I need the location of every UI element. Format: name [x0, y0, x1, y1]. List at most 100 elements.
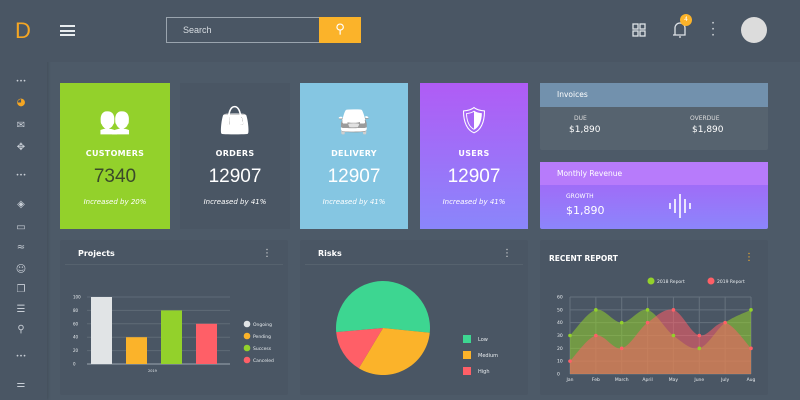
- stat-subtext: Increased by 41%: [203, 198, 267, 206]
- more-vertical-icon[interactable]: · · ·: [711, 16, 715, 42]
- due-label: DUE: [574, 115, 587, 122]
- stat-title: ORDERS: [215, 149, 255, 158]
- stat-title: DELIVERY: [331, 149, 377, 158]
- search-icon: ⚲: [335, 22, 345, 37]
- stat-value: 12907: [208, 166, 262, 187]
- data-point: [671, 333, 676, 338]
- mail-icon[interactable]: ✉: [16, 120, 26, 131]
- x-tick-label: July: [720, 377, 729, 383]
- menu-icon[interactable]: [60, 25, 75, 36]
- legend-dot: [707, 277, 715, 285]
- sound-wave-icon: [669, 194, 691, 218]
- legend-swatch: [463, 335, 471, 343]
- legend-label: Ongoing: [253, 322, 272, 328]
- data-point: [723, 320, 727, 325]
- users-icon: 👥: [98, 106, 132, 136]
- more-icon[interactable]: •••: [15, 172, 27, 179]
- invoices-card: Invoices DUE $1,890 OVERDUE $1,890: [540, 83, 768, 150]
- pie-slice-low: [336, 281, 430, 333]
- x-tick-label: Aug: [747, 377, 756, 383]
- recent-report-title: RECENT REPORT: [549, 254, 618, 263]
- stat-value: 12907: [447, 166, 501, 187]
- data-point: [749, 346, 753, 351]
- list-icon[interactable]: ☰: [16, 304, 26, 315]
- stat-value: 7340: [93, 166, 137, 187]
- legend-label: High: [478, 369, 490, 375]
- pie-slice-medium: [358, 328, 430, 375]
- copy-icon[interactable]: ❐: [16, 284, 26, 295]
- stat-card-orders[interactable]: 👜 ORDERS 12907 Increased by 41%: [180, 83, 290, 229]
- risks-panel: Risks ⋮ Low Medium High: [300, 240, 528, 395]
- more-vertical-icon[interactable]: ⋮: [262, 248, 272, 259]
- settings-sliders-icon[interactable]: ⚌: [16, 379, 26, 390]
- stat-title: CUSTOMERS: [85, 149, 145, 158]
- y-tick-label: 30: [557, 333, 563, 339]
- stat-title: USERS: [458, 149, 490, 158]
- more-icon[interactable]: •••: [15, 353, 27, 360]
- legend-dot: [243, 356, 251, 364]
- smile-icon[interactable]: ☺: [15, 264, 27, 275]
- stat-card-delivery[interactable]: 🚘 DELIVERY 12907 Increased by 41%: [300, 83, 408, 229]
- gamepad-icon[interactable]: ✥: [16, 142, 26, 153]
- more-vertical-icon[interactable]: ⋮: [744, 252, 754, 263]
- apps-grid-icon[interactable]: [632, 23, 646, 37]
- car-icon: 🚘: [337, 106, 371, 136]
- overdue-value: $1,890: [692, 125, 724, 135]
- chart-icon[interactable]: ≈: [16, 242, 26, 253]
- stat-card-customers[interactable]: 👥 CUSTOMERS 7340 Increased by 20%: [60, 83, 170, 229]
- y-tick-label: 20: [557, 346, 563, 352]
- data-point: [594, 333, 598, 338]
- y-tick-label: 60: [73, 321, 79, 326]
- stat-card-users[interactable]: 🛡 USERS 12907 Increased by 41%: [420, 83, 528, 229]
- risks-pie-chart: Low Medium High: [336, 281, 498, 375]
- calendar-icon[interactable]: ▭: [16, 222, 26, 233]
- legend-dot: [243, 332, 251, 340]
- y-tick-label: 100: [73, 295, 81, 300]
- y-tick-label: 80: [73, 308, 79, 313]
- legend-label: Low: [478, 337, 488, 343]
- search-button[interactable]: ⚲: [319, 17, 361, 43]
- legend-dot: [243, 344, 251, 352]
- more-icon[interactable]: •••: [15, 78, 27, 85]
- growth-value: $1,890: [566, 204, 605, 217]
- pie-slice-high: [336, 328, 383, 369]
- notification-badge: 4: [680, 14, 692, 26]
- data-point: [645, 320, 650, 325]
- stat-subtext: Increased by 41%: [442, 198, 506, 206]
- data-point: [749, 308, 753, 312]
- revenue-title: Monthly Revenue: [540, 162, 768, 185]
- y-tick-label: 60: [557, 295, 563, 301]
- x-tick-label: Jan: [566, 377, 574, 383]
- shield-check-icon: 🛡: [457, 106, 491, 136]
- y-tick-label: 0: [557, 372, 560, 378]
- bar-success: [161, 310, 182, 364]
- location-icon[interactable]: ⚲: [17, 324, 25, 335]
- legend-label: Medium: [478, 353, 498, 359]
- data-point: [619, 320, 624, 325]
- y-tick-label: 20: [73, 348, 79, 353]
- legend-label: Canceled: [253, 358, 274, 364]
- stat-subtext: Increased by 41%: [322, 198, 386, 206]
- sidebar: D ••• ◕ ✉ ✥ ••• ◈ ▭ ≈ ☺ ❐ ☰ ⚲ ••• ⚌: [0, 0, 47, 400]
- legend-label: 2018 Report: [657, 279, 685, 285]
- search-input[interactable]: [166, 17, 320, 43]
- data-point: [594, 308, 598, 312]
- stat-value: 12907: [327, 166, 381, 187]
- stat-subtext: Increased by 20%: [83, 198, 147, 206]
- projects-title: Projects: [78, 249, 115, 258]
- due-value: $1,890: [569, 125, 601, 135]
- legend-dot: [647, 277, 655, 285]
- monthly-revenue-card: Monthly Revenue GROWTH $1,890: [540, 162, 768, 229]
- avatar[interactable]: [741, 17, 767, 43]
- y-tick-label: 40: [73, 335, 79, 340]
- data-point: [697, 333, 702, 338]
- x-tick-label: May: [669, 377, 679, 383]
- dashboard-icon[interactable]: ◕: [16, 97, 26, 108]
- layers-icon[interactable]: ◈: [17, 199, 25, 210]
- x-tick-label: Feb: [592, 377, 600, 383]
- legend-label: Pending: [253, 334, 271, 340]
- more-vertical-icon[interactable]: ⋮: [502, 248, 512, 259]
- bar-pending: [126, 337, 147, 364]
- y-tick-label: 0: [73, 362, 76, 367]
- data-point: [568, 333, 572, 338]
